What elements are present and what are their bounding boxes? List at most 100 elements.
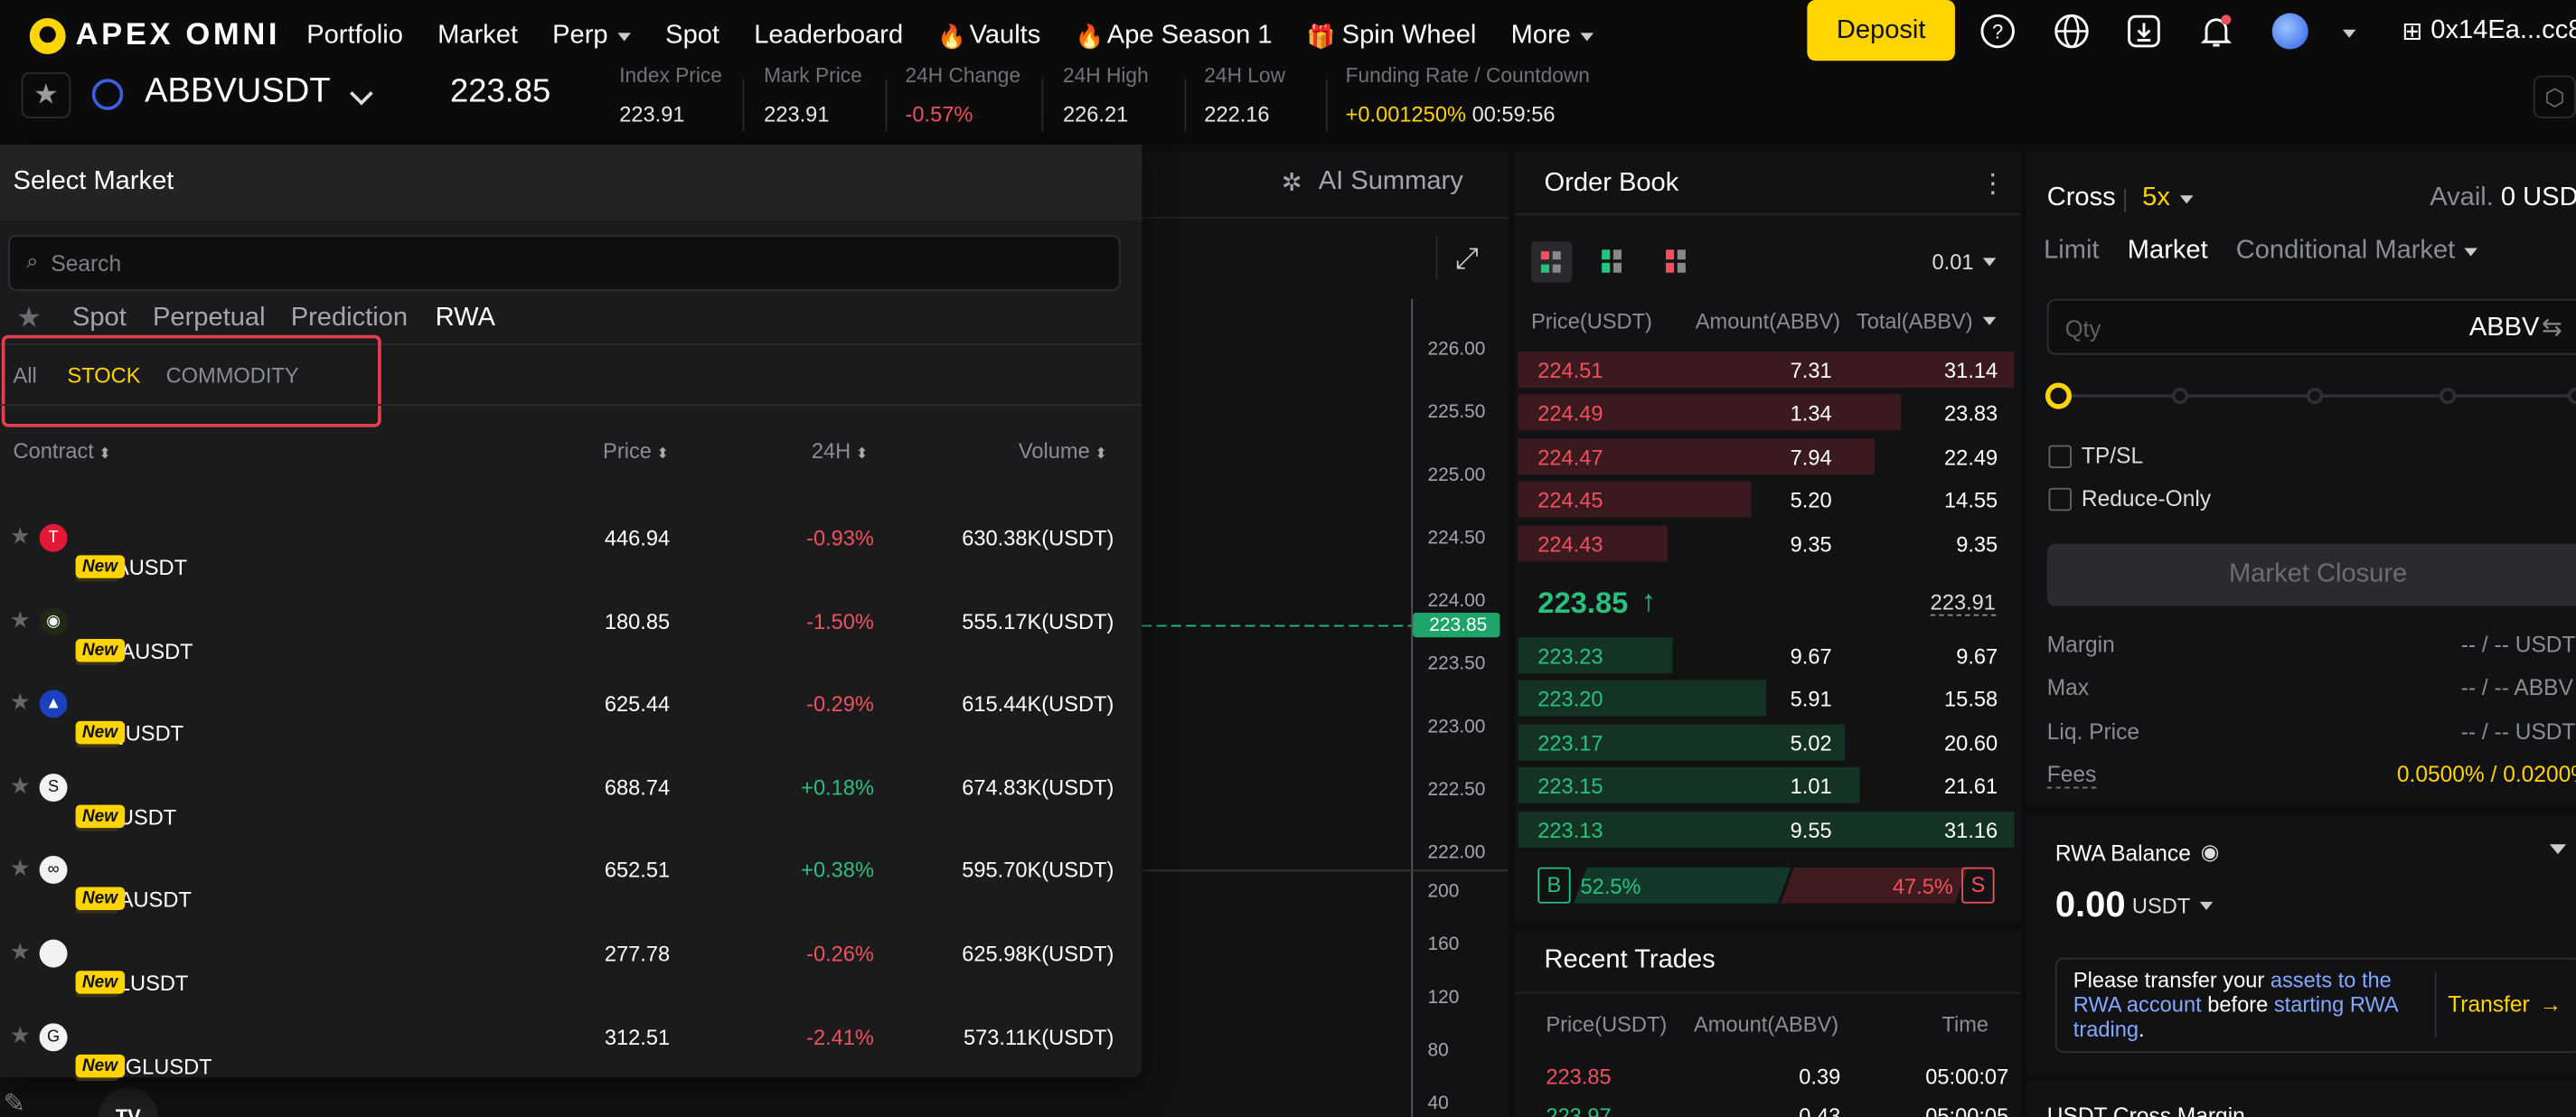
- view-both-icon[interactable]: [1531, 241, 1573, 283]
- slider-step[interactable]: [2567, 387, 2576, 405]
- trade-amount: 0.39: [1799, 1064, 1841, 1090]
- tab-spot[interactable]: Spot: [71, 304, 127, 333]
- nav-leaderboard[interactable]: Leaderboard: [754, 21, 904, 50]
- star-icon[interactable]: ★: [9, 605, 31, 633]
- chevron-down-icon[interactable]: [2549, 844, 2567, 855]
- ask-row[interactable]: 224.45 5.20 14.55: [1518, 478, 2017, 521]
- favorites-star-icon[interactable]: ★: [16, 302, 42, 333]
- rwa-trading-link[interactable]: starting RWA trading: [2073, 991, 2398, 1042]
- symbol-title[interactable]: ABBVUSDT: [144, 71, 331, 110]
- subtab-all[interactable]: All: [13, 362, 37, 388]
- tpsl-checkbox[interactable]: TP/SL: [2048, 444, 2143, 468]
- slider-handle[interactable]: [2045, 382, 2072, 409]
- help-icon[interactable]: ?: [1979, 14, 2016, 50]
- bell-icon[interactable]: [2198, 14, 2234, 50]
- chevron-down-icon[interactable]: [2200, 900, 2214, 910]
- fees-label[interactable]: Fees: [2046, 762, 2097, 789]
- deposit-button[interactable]: Deposit: [1807, 0, 1955, 61]
- swap-icon[interactable]: ⇆: [2541, 314, 2562, 343]
- fullscreen-icon[interactable]: ⤢: [1455, 240, 1480, 274]
- market-row[interactable]: ★▲QQQUSDT 50x New625.44-0.29%615.44K(USD…: [9, 688, 1114, 748]
- index-price-label: Index Price: [619, 63, 722, 88]
- subtab-commodity[interactable]: COMMODITY: [165, 362, 299, 388]
- settings-icon[interactable]: ⬡: [2533, 75, 2576, 118]
- type-limit-tab[interactable]: Limit: [2044, 236, 2100, 265]
- slider-step[interactable]: [2306, 387, 2324, 405]
- tab-perpetual[interactable]: Perpetual: [153, 304, 266, 333]
- star-icon[interactable]: ★: [9, 937, 31, 964]
- tab-rwa[interactable]: RWA: [435, 304, 495, 333]
- col-price[interactable]: Price ⬍: [603, 438, 670, 464]
- price-tick: 225.50: [1427, 401, 1485, 422]
- bid-row[interactable]: 223.20 5.91 15.58: [1518, 678, 2017, 720]
- col-24h[interactable]: 24H ⬍: [811, 438, 869, 464]
- chart-canvas[interactable]: 226.00 225.50 225.00 224.50 224.00 223.50 223.…: [0, 151, 1509, 1117]
- download-icon[interactable]: [2126, 14, 2162, 50]
- ask-row[interactable]: 224.47 7.94 22.49: [1518, 435, 2017, 477]
- star-icon[interactable]: ★: [9, 521, 31, 549]
- more-vertical-icon[interactable]: ⋮: [1979, 171, 2007, 199]
- favorite-star-icon[interactable]: ★: [21, 71, 71, 118]
- search-input[interactable]: ⌕ Search: [8, 234, 1121, 291]
- divider: [742, 79, 745, 132]
- market-volume: 573.11K(USDT): [963, 1024, 1114, 1049]
- col-volume[interactable]: Volume ⬍: [1018, 438, 1107, 464]
- globe-icon[interactable]: [2054, 14, 2090, 50]
- ask-row[interactable]: 224.49 1.34 23.83: [1518, 391, 2017, 434]
- nav-spin-wheel[interactable]: 🎁 Spin Wheel: [1306, 21, 1477, 50]
- bid-row[interactable]: 223.23 9.67 9.67: [1518, 634, 2017, 677]
- pencil-icon[interactable]: ✎: [3, 1090, 26, 1117]
- leverage-select[interactable]: 5x: [2142, 184, 2194, 214]
- ai-summary-button[interactable]: ✲ AI Summary: [1281, 167, 1463, 198]
- tick-size-select[interactable]: 0.01: [1932, 249, 1997, 275]
- nav-ape-season[interactable]: 🔥 Ape Season 1: [1075, 21, 1273, 50]
- nav-market[interactable]: Market: [437, 21, 518, 50]
- nav-vaults[interactable]: 🔥 Vaults: [937, 21, 1041, 50]
- reduce-only-checkbox[interactable]: Reduce-Only: [2048, 486, 2211, 511]
- nav-spot[interactable]: Spot: [665, 21, 720, 50]
- star-icon[interactable]: ★: [9, 854, 31, 881]
- eye-icon[interactable]: ◉: [2200, 839, 2220, 865]
- qty-input[interactable]: Qty ABBV ⇆: [2046, 298, 2576, 355]
- type-conditional-tab[interactable]: Conditional Market: [2236, 237, 2478, 267]
- account-button[interactable]: ⊞ 0x14Ea...cc8: [2402, 16, 2576, 46]
- market-row[interactable]: ★◉NVDAUSDT 50x New180.85-1.50%555.17K(US…: [9, 605, 1114, 665]
- transfer-button[interactable]: Transfer →: [2448, 991, 2562, 1018]
- nav-portfolio[interactable]: Portfolio: [306, 21, 403, 50]
- view-bids-icon[interactable]: [1602, 249, 1623, 273]
- ask-row[interactable]: 224.43 9.35 9.35: [1518, 521, 2017, 564]
- market-closure-button[interactable]: Market Closure: [2046, 543, 2576, 606]
- ob-col-total[interactable]: Total(ABBV): [1857, 309, 1997, 333]
- star-icon[interactable]: ★: [9, 688, 31, 715]
- margin-mode-select[interactable]: Cross: [2046, 183, 2116, 212]
- subtab-stock[interactable]: STOCK: [67, 362, 141, 388]
- nav-more[interactable]: More: [1511, 22, 1594, 52]
- view-asks-icon[interactable]: [1666, 249, 1688, 273]
- apex-logo[interactable]: APEX OMNI: [29, 17, 280, 54]
- top-nav: APEX OMNI Portfolio Market Perp Spot Lea…: [0, 0, 2576, 72]
- type-market-tab[interactable]: Market: [2127, 236, 2208, 265]
- chevron-down-icon[interactable]: [2342, 29, 2356, 38]
- slider-step[interactable]: [2171, 387, 2189, 405]
- col-contract[interactable]: Contract ⬍: [13, 438, 112, 464]
- assets-link[interactable]: assets to the RWA account: [2073, 967, 2392, 1018]
- market-row[interactable]: ★∞METAUSDT 50x New652.51+0.38%595.70K(US…: [9, 854, 1114, 915]
- chevron-down-icon[interactable]: [350, 81, 373, 106]
- slider-step[interactable]: [2440, 387, 2457, 405]
- ask-row[interactable]: 224.51 7.31 31.14: [1518, 348, 2017, 390]
- rt-col-amount: Amount(ABBV): [1693, 1011, 1839, 1037]
- bid-row[interactable]: 223.17 5.02 20.60: [1518, 721, 2017, 764]
- tab-prediction[interactable]: Prediction: [290, 304, 409, 333]
- bid-row[interactable]: 223.13 9.55 31.16: [1518, 808, 2017, 850]
- market-price: 312.51: [604, 1024, 671, 1049]
- bid-row[interactable]: 223.15 1.01 21.61: [1518, 765, 2017, 807]
- market-change: -2.41%: [806, 1024, 874, 1049]
- avatar[interactable]: [2271, 13, 2308, 50]
- star-icon[interactable]: ★: [9, 1020, 31, 1047]
- star-icon[interactable]: ★: [9, 771, 31, 798]
- nav-perp[interactable]: Perp: [552, 22, 632, 52]
- market-row[interactable]: ★AAPLUSDT 50x New277.78-0.26%625.98K(USD…: [9, 937, 1114, 998]
